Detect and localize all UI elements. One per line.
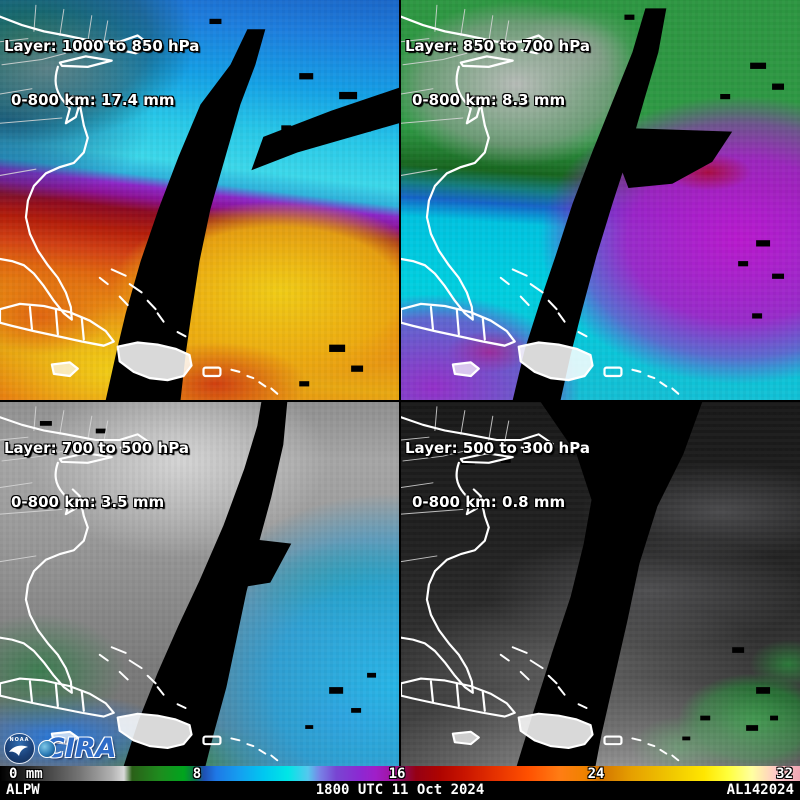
colorbar-tick-16: 16 (388, 766, 406, 782)
panel-1000-850-hpa: Layer: 1000 to 850 hPa 0-800 km: 17.4 mm (0, 0, 399, 400)
storm-id: AL142024 (726, 782, 794, 798)
footer-bar: ALPW 1800 UTC 11 Oct 2024 AL142024 (0, 781, 800, 800)
map-overlay-500-300 (401, 402, 779, 766)
panel-range-label: 0-800 km: 3.5 mm (11, 493, 165, 511)
colorbar-tick-0: 0 mm (9, 766, 43, 782)
panel-layer-label: Layer: 700 to 500 hPa (4, 439, 189, 457)
panel-700-500-hpa: Layer: 700 to 500 hPa 0-800 km: 3.5 mm (0, 402, 399, 766)
panel-label: Layer: 500 to 300 hPa 0-800 km: 0.8 mm (405, 403, 590, 547)
cira-globe-icon (38, 739, 56, 758)
panel-layer-label: Layer: 850 to 700 hPa (405, 37, 590, 55)
panel-500-300-hpa: Layer: 500 to 300 hPa 0-800 km: 0.8 mm (401, 402, 800, 766)
panel-layer-label: Layer: 1000 to 850 hPa (4, 37, 200, 55)
no-data-wedge (251, 87, 399, 171)
no-data-wedge (233, 536, 292, 589)
no-data-swath (105, 29, 266, 400)
noaa-logo-text: NOAA (9, 737, 30, 743)
panel-label: Layer: 700 to 500 hPa 0-800 km: 3.5 mm (4, 403, 189, 547)
colorbar: 0 mm 8 16 24 32 (0, 766, 800, 782)
panel-range-label: 0-800 km: 0.8 mm (412, 493, 566, 511)
noaa-bird-icon (9, 745, 28, 756)
panel-label: Layer: 850 to 700 hPa 0-800 km: 8.3 mm (405, 1, 590, 145)
colorbar-tick-32: 32 (776, 766, 793, 782)
logo-area: NOAA CIRA (4, 733, 117, 764)
cira-logo: CIRA (45, 733, 117, 764)
map-overlay-700-500 (0, 402, 377, 766)
panel-layer-label: Layer: 500 to 300 hPa (405, 439, 590, 457)
valid-time: 1800 UTC 11 Oct 2024 (315, 782, 485, 798)
colorbar-tick-8: 8 (192, 766, 202, 782)
no-data-swath (516, 402, 703, 766)
map-overlay-1000-850 (0, 0, 399, 400)
panel-850-700-hpa: Layer: 850 to 700 hPa 0-800 km: 8.3 mm (401, 0, 800, 400)
panel-label: Layer: 1000 to 850 hPa 0-800 km: 17.4 mm (4, 1, 199, 145)
no-data-specks (624, 14, 785, 319)
no-data-specks (209, 18, 372, 387)
product-name: ALPW (6, 782, 40, 798)
map-overlay-850-700 (401, 0, 785, 400)
no-data-swath (123, 402, 288, 766)
colorbar-gradient (0, 766, 800, 781)
noaa-logo: NOAA (4, 733, 35, 764)
no-data-blob (605, 127, 733, 188)
no-data-specks (39, 421, 377, 729)
panel-range-label: 0-800 km: 17.4 mm (11, 91, 175, 109)
panel-range-label: 0-800 km: 8.3 mm (412, 91, 566, 109)
colorbar-tick-24: 24 (587, 766, 605, 782)
